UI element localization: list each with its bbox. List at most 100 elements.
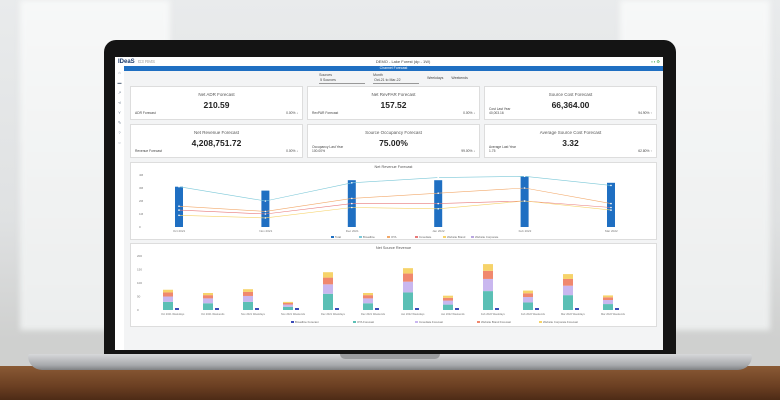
x-tick: Feb 2022 Weekdays (481, 312, 505, 316)
kpi-card: Net RevPAR Forecast 157.52 RevPAR Forecast… (307, 86, 480, 120)
filter-icon[interactable]: Y (118, 110, 121, 115)
property-selector[interactable]: DEMO - Lake Forest (dp - 1W) (375, 59, 431, 64)
bar-segment (563, 295, 573, 310)
folder-icon[interactable]: ▬ (117, 80, 122, 85)
data-point (523, 187, 526, 189)
series-line (178, 200, 612, 219)
bar-segment (283, 301, 293, 303)
bar-segment (603, 297, 613, 301)
x-tick: Oct 2021 Weekdays (161, 312, 185, 316)
x-tick: Jan 2022 Weekdays (401, 312, 425, 316)
weekends-toggle[interactable]: Weekends (451, 76, 468, 80)
bar-segment (523, 297, 533, 303)
page-tab[interactable]: Channel Forecast (124, 66, 663, 71)
bar-segment (403, 281, 413, 293)
bar-segment (243, 291, 253, 296)
x-tick: Feb 2022 Weekends (521, 312, 546, 316)
data-point (264, 210, 267, 213)
wrench-icon[interactable]: ✎ (117, 120, 122, 125)
legend-item: Website Brand Forecast (481, 320, 511, 324)
series-line (178, 187, 612, 212)
bar-segment (563, 278, 573, 286)
kpi-value: 66,364.00 (551, 100, 590, 110)
month-select[interactable]: Oct-21 to Mar-22 (373, 77, 420, 84)
bar (375, 308, 379, 310)
bar-segment (603, 300, 613, 305)
bar-segment (443, 304, 453, 310)
source-select[interactable]: 5 Sources (319, 77, 366, 84)
data-point (178, 185, 180, 188)
legend-item: Inmediate (419, 235, 432, 239)
bar (575, 308, 579, 310)
bar-segment (363, 303, 373, 310)
kpi-card: Source Cost Forecast 66,364.00 Cost Last Y… (484, 86, 657, 120)
legend-item: OTA Forecast (357, 320, 374, 324)
net-source-revenue-chart: Net Source Revenue 200 150 100 50 0 Oct 2021 … (130, 243, 657, 327)
data-point (351, 206, 353, 209)
info-icon[interactable]: ? (118, 130, 121, 135)
net-revenue-chart: Net Revenue Forecast 4M 3M 2M 1M 0 Oct 2021 No… (130, 162, 657, 240)
bar-segment (563, 274, 573, 279)
y-tick: 200 (137, 254, 142, 258)
bar-segment (323, 272, 333, 278)
x-tick: Mar 2022 Weekdays (561, 312, 585, 316)
y-tick: 0 (139, 225, 141, 229)
bar-segment (163, 289, 173, 293)
bar-segment (483, 278, 493, 292)
bar (415, 308, 419, 310)
user-tools[interactable]: ▪ ▪ ⚙ (651, 59, 660, 64)
legend-swatch (415, 321, 418, 323)
series-line (178, 200, 612, 215)
data-point (264, 200, 267, 202)
bar (607, 182, 615, 227)
data-point (437, 176, 440, 179)
trend-icon[interactable]: ↗ (117, 90, 122, 95)
share-icon[interactable]: ⋖ (117, 100, 122, 105)
kpi-change: 0.00% ↓ (286, 149, 298, 153)
bar-segment (603, 295, 613, 298)
kpi-label: Average Last Year 1.75 (489, 145, 516, 153)
bar-segment (523, 290, 533, 294)
chart-title: Net Source Revenue (375, 246, 412, 250)
home-icon[interactable]: ⌂ (118, 70, 121, 75)
kpi-value: 75.00% (379, 138, 408, 148)
data-point (178, 214, 180, 217)
bar-segment (203, 298, 213, 304)
bar (455, 308, 459, 310)
data-point (610, 206, 612, 209)
x-tick: Feb 2022 (519, 229, 532, 233)
legend-item: Website Corporate Forecast (543, 320, 578, 324)
globe-icon[interactable]: ○ (118, 140, 121, 145)
bar-segment (523, 293, 533, 298)
data-point (351, 202, 353, 205)
bar-segment (363, 295, 373, 299)
kpi-label: Cost Last Year 40,003.16 (489, 107, 511, 115)
sidebar: ⌂ ▬ ↗ ⋖ Y ✎ ? ○ (115, 66, 124, 350)
x-tick: Jan 2022 (432, 229, 445, 233)
month-label: Month (373, 72, 383, 77)
bar-segment (603, 304, 613, 310)
y-tick: 3M (139, 186, 144, 190)
wooden-table (0, 366, 780, 400)
x-tick: Jan 2022 Weekends (441, 312, 465, 316)
bar (335, 308, 339, 310)
legend-swatch (331, 236, 334, 238)
bar-segment (163, 301, 173, 310)
y-tick: 2M (139, 199, 144, 203)
legend-swatch (539, 321, 542, 323)
bar (261, 190, 270, 227)
data-point (610, 184, 612, 187)
kpi-change: 99.00% ↓ (461, 149, 475, 153)
bar (495, 308, 499, 310)
kpi-title: Net ADR Forecast (198, 92, 235, 97)
y-tick: 50 (137, 295, 141, 299)
weekdays-toggle[interactable]: Weekdays (427, 76, 444, 80)
x-tick: Dec 2021 (346, 229, 359, 233)
legend-item: Inmediate Forecast (419, 320, 443, 324)
data-point (264, 217, 267, 219)
data-point (610, 209, 612, 211)
bar-segment (523, 302, 533, 310)
legend-swatch (387, 236, 390, 238)
data-point (523, 200, 526, 202)
kpi-label: Revenue Forecast (135, 149, 162, 153)
